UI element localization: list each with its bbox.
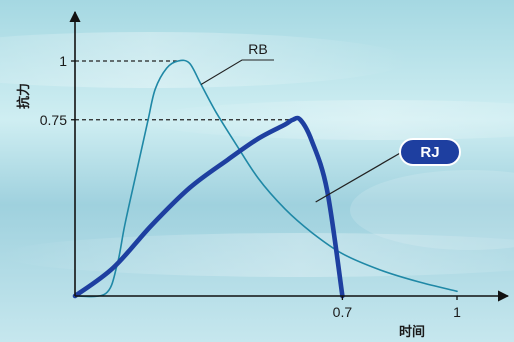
annotations: RB RJ	[200, 41, 461, 203]
series-line-rb	[74, 59, 458, 298]
series-lines	[72, 59, 458, 299]
x-tick-label: 0.7	[333, 304, 353, 320]
x-tick-label: 1	[453, 304, 461, 320]
callout-badge-rj	[399, 138, 461, 166]
y-tick-label: 1	[59, 53, 67, 69]
guide-lines	[75, 60, 297, 121]
y-axis-title: 抗力	[16, 83, 32, 109]
x-axis-title: 时间	[399, 324, 425, 340]
y-tick-label: 0.75	[40, 112, 67, 128]
callout-label-rb: RB	[248, 41, 267, 57]
axes	[69, 10, 510, 302]
series-line-rj	[72, 115, 345, 299]
callout-line-rj	[315, 151, 403, 203]
callout-line-rb	[200, 59, 274, 85]
callout-label-rj: RJ	[420, 144, 439, 161]
tick-labels: 1 0.75 0.7 1 时间 抗力	[16, 53, 461, 340]
